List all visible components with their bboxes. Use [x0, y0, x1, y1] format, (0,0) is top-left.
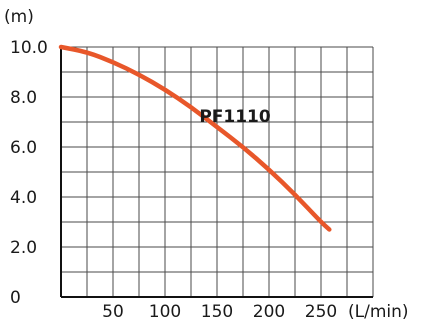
x-tick-label: 150	[201, 302, 233, 322]
x-tick-label: 250	[305, 302, 337, 322]
y-tick-label: 0	[10, 288, 21, 308]
axes	[60, 47, 373, 298]
y-tick-label: 10.0	[10, 38, 48, 58]
y-tick-label: 2.0	[10, 238, 37, 258]
x-tick-label: 50	[102, 302, 124, 322]
pf1110-curve	[58, 44, 332, 232]
y-axis-unit: (m)	[4, 7, 34, 27]
grid	[61, 46, 374, 297]
y-tick-label: 6.0	[10, 138, 37, 158]
x-axis-unit: (L/min)	[348, 302, 409, 322]
series-layer: PF1110	[58, 44, 332, 232]
x-tick-label: 200	[253, 302, 285, 322]
y-tick-label: 4.0	[10, 188, 37, 208]
y-tick-label: 8.0	[10, 88, 37, 108]
series-label: PF1110	[199, 107, 271, 127]
tick-labels: 50 100 150 200 250 0 2.0 4.0 6.0 8.0 10.0	[10, 38, 337, 322]
x-tick-label: 100	[149, 302, 181, 322]
